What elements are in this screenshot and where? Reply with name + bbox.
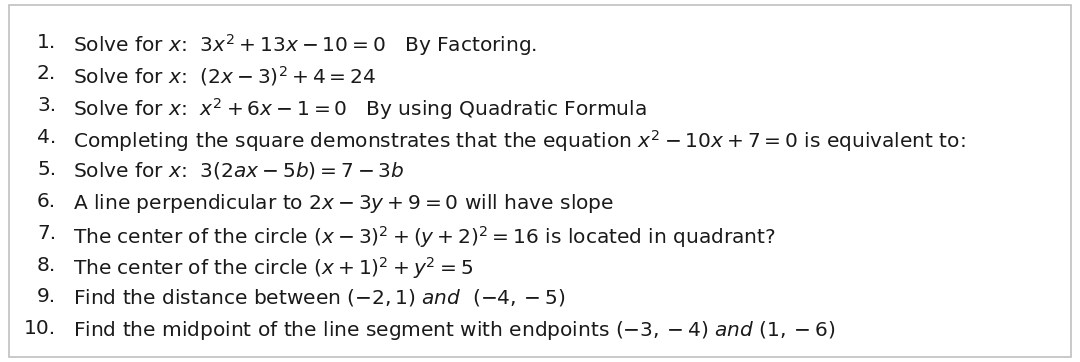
Text: The center of the circle $(x - 3)^2 + (y + 2)^2 = 16$ is located in quadrant?: The center of the circle $(x - 3)^2 + (y… — [73, 224, 777, 250]
Text: 2.: 2. — [37, 64, 56, 83]
Text: Solve for $x$:  $(2x - 3)^2 + 4 = 24$: Solve for $x$: $(2x - 3)^2 + 4 = 24$ — [73, 64, 377, 88]
Text: 5.: 5. — [37, 160, 56, 179]
Text: 1.: 1. — [37, 33, 56, 51]
Text: The center of the circle $(x + 1)^2 + y^2 = 5$: The center of the circle $(x + 1)^2 + y^… — [73, 256, 473, 282]
Text: Find the distance between $(-2,1)$ $\it{and}$  $(-4,-5)$: Find the distance between $(-2,1)$ $\it{… — [73, 287, 566, 308]
Text: A line perpendicular to $2x - 3y + 9 = 0$ will have slope: A line perpendicular to $2x - 3y + 9 = 0… — [73, 192, 615, 215]
Text: 7.: 7. — [37, 224, 56, 243]
Text: Solve for $x$:  $3(2ax - 5b) = 7 - 3b$: Solve for $x$: $3(2ax - 5b) = 7 - 3b$ — [73, 160, 405, 181]
Text: 10.: 10. — [24, 319, 56, 338]
Text: Solve for $x$:  $x^2 + 6x - 1 = 0$   By using Quadratic Formula: Solve for $x$: $x^2 + 6x - 1 = 0$ By usi… — [73, 96, 647, 122]
FancyBboxPatch shape — [9, 5, 1071, 357]
Text: 9.: 9. — [37, 287, 56, 306]
Text: 4.: 4. — [37, 128, 56, 147]
Text: 8.: 8. — [37, 256, 56, 274]
Text: 3.: 3. — [37, 96, 56, 115]
Text: Completing the square demonstrates that the equation $x^2 - 10x + 7 = 0$ is equi: Completing the square demonstrates that … — [73, 128, 967, 154]
Text: Find the midpoint of the line segment with endpoints $(-3,-4)$ $\it{and}$ $(1,-6: Find the midpoint of the line segment wi… — [73, 319, 836, 342]
Text: 6.: 6. — [37, 192, 56, 211]
Text: Solve for $x$:  $3x^2 + 13x - 10 = 0$   By Factoring.: Solve for $x$: $3x^2 + 13x - 10 = 0$ By … — [73, 33, 538, 59]
